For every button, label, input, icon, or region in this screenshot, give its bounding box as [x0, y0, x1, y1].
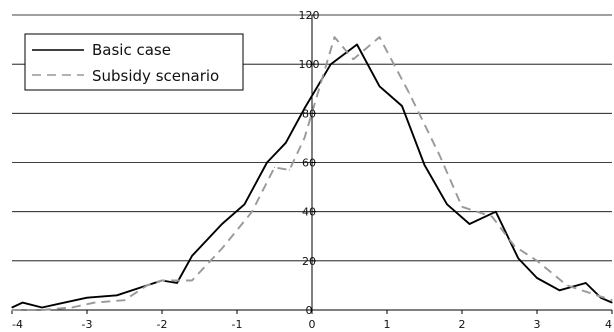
y-tick-label-3: 80 — [302, 107, 316, 120]
series-0-point-5 — [116, 294, 118, 296]
series-1-point-14 — [352, 58, 354, 60]
series-1-point-9 — [251, 211, 253, 213]
series-0-point-11 — [243, 203, 246, 205]
x-tick-label-6: 2 — [459, 318, 466, 331]
series-0-point-21 — [468, 223, 471, 225]
x-tick-label-0: -4 — [12, 318, 23, 331]
series-1-point-22 — [566, 284, 568, 287]
y-tick-label-5: 120 — [299, 9, 320, 22]
data-series — [11, 36, 613, 311]
series-0-point-26 — [585, 282, 587, 284]
series-0-point-24 — [536, 277, 538, 279]
series-0-point-28 — [611, 302, 613, 304]
tick-labels: -4 -3 -2 -1 0 1 2 3 4 20 40 60 80 100 120 0 — [12, 9, 612, 331]
series-1-point-15 — [378, 36, 381, 38]
x-tick-label-8: 4 — [605, 318, 612, 331]
series-0-point-22 — [495, 211, 497, 213]
x-tick-label-4: 0 — [309, 318, 316, 331]
x-tick-label-5: 1 — [384, 318, 391, 331]
series-1-point-20 — [513, 245, 516, 247]
series-1-point-21 — [536, 260, 538, 262]
series-1-point-2 — [71, 306, 73, 309]
legend: Basic case Subsidy scenario — [24, 33, 244, 91]
x-tick-label-2: -2 — [157, 318, 168, 331]
series-1-point-5 — [146, 284, 148, 287]
series-0-point-17 — [378, 85, 381, 87]
series-1-point-16 — [408, 93, 411, 95]
series-1-point-13 — [333, 36, 336, 38]
series-0-point-1 — [21, 302, 24, 304]
series-0-point-10 — [221, 223, 223, 225]
series-0-point-25 — [558, 289, 561, 291]
series-1-point-0 — [11, 309, 13, 311]
series-0-point-13 — [285, 142, 287, 144]
series-0-point-9 — [191, 255, 193, 257]
series-0-point-0 — [11, 306, 13, 309]
series-1-point-12 — [303, 137, 306, 139]
series-0-point-20 — [446, 203, 448, 205]
series-1-point-8 — [221, 247, 223, 250]
series-1-point-1 — [41, 309, 43, 311]
legend-box — [24, 33, 244, 91]
series-1-point-19 — [491, 215, 493, 218]
series-0-point-12 — [266, 161, 268, 164]
x-tick-label-7: 3 — [534, 318, 541, 331]
series-1-point-6 — [161, 279, 163, 282]
series-1-point-17 — [438, 154, 441, 156]
series-1-point-11 — [288, 169, 291, 171]
series-0-point-16 — [356, 43, 358, 46]
legend-label-basic-case: Basic case — [92, 41, 171, 59]
series-0-point-8 — [176, 282, 178, 284]
series-0-point-4 — [86, 297, 88, 299]
y-tick-label-2: 60 — [302, 157, 316, 170]
series-0-point-18 — [401, 105, 403, 107]
series-0-point-19 — [423, 164, 426, 166]
series-1-point-3 — [93, 302, 96, 304]
y-tick-label-4: 100 — [299, 58, 320, 71]
series-0-point-14 — [303, 107, 306, 110]
series-0-point-2 — [41, 306, 43, 309]
y-tick-label-0: 20 — [302, 255, 316, 268]
y-tick-label-zero: 0 — [306, 304, 313, 317]
series-0-point-15 — [330, 63, 332, 65]
y-tick-label-1: 40 — [302, 206, 316, 219]
x-tick-label-3: -1 — [232, 318, 243, 331]
series-1-point-23 — [596, 294, 598, 296]
series-1-point-24 — [611, 299, 613, 301]
x-tick-label-1: -3 — [82, 318, 93, 331]
series-1-point-18 — [461, 206, 463, 208]
series-0-point-3 — [63, 302, 66, 304]
series-1-point-4 — [123, 299, 126, 301]
series-0-point-23 — [517, 257, 519, 259]
legend-label-subsidy-scenario: Subsidy scenario — [92, 67, 219, 85]
series-1-point-7 — [191, 279, 193, 282]
series-1-point-10 — [273, 166, 276, 169]
